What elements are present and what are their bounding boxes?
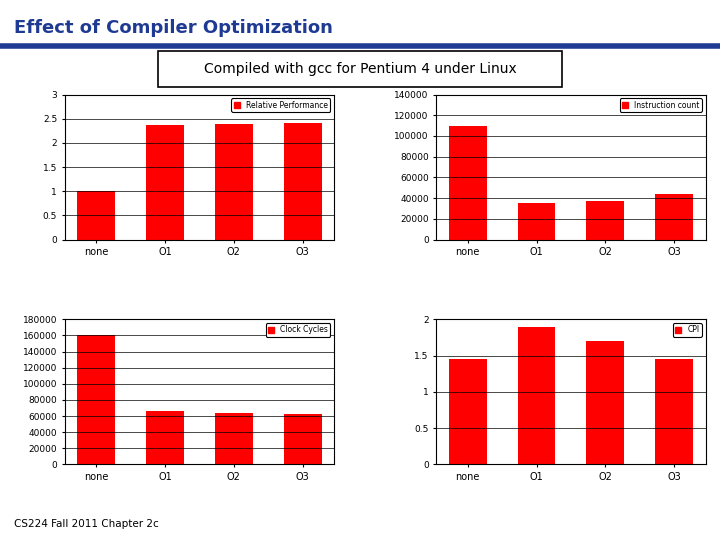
Bar (655, 359, 693, 464)
Bar (449, 126, 487, 240)
Legend: Clock Cycles: Clock Cycles (266, 323, 330, 337)
Legend: CPI: CPI (673, 323, 702, 337)
Bar (146, 125, 184, 240)
Text: CS224 Fall 2011 Chapter 2c: CS224 Fall 2011 Chapter 2c (14, 519, 159, 529)
Legend: Relative Performance: Relative Performance (231, 98, 330, 112)
Bar (587, 341, 624, 464)
Bar (215, 413, 253, 464)
Text: Effect of Compiler Optimization: Effect of Compiler Optimization (14, 19, 333, 37)
Bar (587, 201, 624, 240)
Bar (146, 411, 184, 464)
Bar (449, 359, 487, 464)
Text: Compiled with gcc for Pentium 4 under Linux: Compiled with gcc for Pentium 4 under Li… (204, 62, 516, 76)
Bar (77, 191, 115, 240)
Bar (215, 125, 253, 240)
Bar (284, 414, 322, 464)
Bar (655, 194, 693, 240)
Bar (518, 203, 555, 240)
Legend: Instruction count: Instruction count (620, 98, 702, 112)
Bar (77, 335, 115, 464)
Bar (518, 327, 555, 464)
Bar (284, 123, 322, 240)
FancyBboxPatch shape (158, 51, 562, 87)
